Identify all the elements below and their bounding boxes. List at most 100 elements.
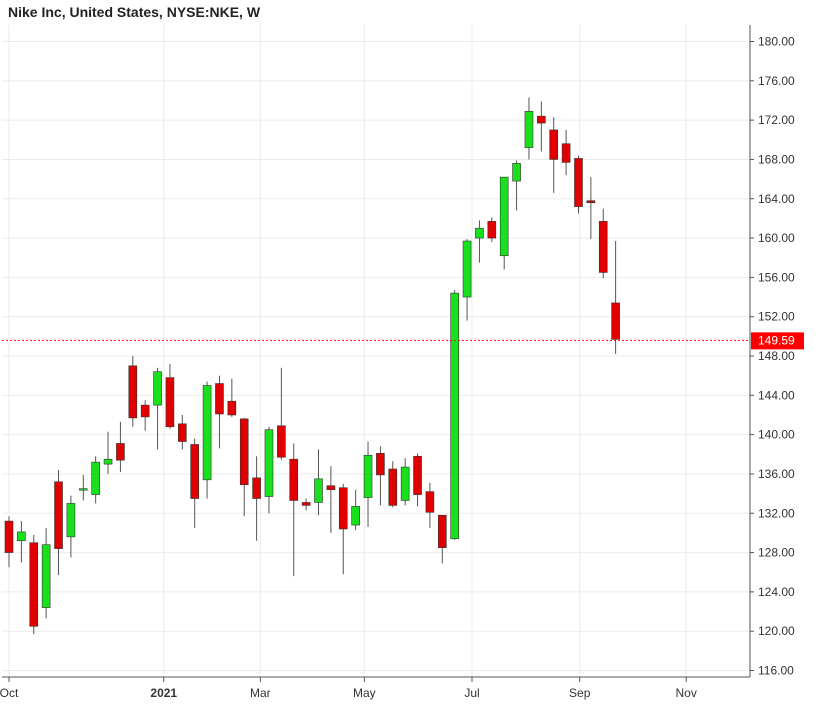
x-tick-label: 2021 <box>150 686 177 700</box>
candle <box>252 456 261 541</box>
candle-body-up <box>91 461 100 495</box>
candle-body-up <box>41 544 51 608</box>
candle <box>227 378 237 417</box>
candle <box>400 458 410 506</box>
candle-body-up <box>351 506 360 526</box>
x-tick-label: May <box>353 686 376 700</box>
candle <box>512 160 521 211</box>
candle-body-up <box>103 458 113 465</box>
candle-body-down <box>611 302 620 340</box>
candle <box>78 474 88 501</box>
candle <box>277 367 286 461</box>
x-tick-label: Sep <box>569 686 591 700</box>
candle-body-up <box>475 227 484 239</box>
candle-body-up <box>153 371 162 406</box>
candle <box>611 241 620 355</box>
candle <box>128 356 138 427</box>
candle <box>289 443 299 577</box>
candle-body-down <box>598 221 608 273</box>
candle-body-down <box>413 455 422 495</box>
candle <box>17 521 26 563</box>
candle <box>376 446 385 506</box>
grid-lines <box>2 25 750 677</box>
y-tick-label: 176.00 <box>758 74 795 88</box>
candle-body-down <box>128 365 138 419</box>
candle-body-down <box>574 158 583 207</box>
y-tick-label: 116.00 <box>758 664 794 678</box>
candle <box>574 155 583 214</box>
y-tick-label: 136.00 <box>758 467 795 481</box>
candle <box>413 453 422 507</box>
candle <box>41 527 51 619</box>
candle <box>301 498 311 511</box>
candle-body-down <box>326 485 336 490</box>
y-axis-labels: 116.00 120.00 124.00 128.00 132.00 136.00 140.… <box>758 35 795 678</box>
candle <box>561 129 571 176</box>
candle-body-up <box>499 176 509 257</box>
axes <box>2 25 754 682</box>
candle <box>363 441 373 528</box>
candle-body-down <box>29 542 39 627</box>
y-tick-label: 168.00 <box>758 152 795 166</box>
candle-body-down <box>301 502 311 506</box>
candle-body-up <box>524 110 534 148</box>
candle-body-down <box>437 514 447 548</box>
x-axis-labels: Oct 2021 Mar May Jul Sep Nov <box>0 686 697 700</box>
y-tick-label: 152.00 <box>758 310 795 324</box>
candle-body-down <box>549 129 559 160</box>
x-tick-label: Nov <box>676 686 697 700</box>
candle <box>598 208 608 279</box>
candle-body-down <box>239 418 249 486</box>
candle <box>487 217 497 242</box>
candle <box>475 220 484 263</box>
candle-body-down <box>537 115 546 124</box>
candle <box>91 456 100 504</box>
y-tick-label: 160.00 <box>758 231 795 245</box>
candle-body-up <box>462 240 472 298</box>
candle <box>54 470 63 576</box>
y-tick-label: 120.00 <box>758 624 795 638</box>
candle <box>425 482 435 528</box>
candle <box>165 363 175 429</box>
candle-body-down <box>4 520 14 553</box>
y-tick-label: 172.00 <box>758 113 795 127</box>
candle-body-down <box>252 477 261 499</box>
candle <box>153 367 162 450</box>
candle <box>450 290 459 540</box>
candle-body-up <box>512 163 521 182</box>
y-tick-label: 156.00 <box>758 270 795 284</box>
candle-body-up <box>450 292 459 540</box>
candle-body-down <box>277 425 286 458</box>
candle-body-down <box>165 377 175 428</box>
x-tick-label: Oct <box>0 686 19 700</box>
candle-body-down <box>54 481 63 549</box>
candle <box>202 381 212 499</box>
y-tick-label: 144.00 <box>758 388 795 402</box>
candle <box>338 483 348 575</box>
candle <box>314 449 323 516</box>
candle <box>29 534 39 635</box>
candle-body-up <box>17 531 26 542</box>
candle-body-up <box>78 488 88 491</box>
candle-body-down <box>190 444 199 499</box>
candle-body-down <box>215 383 224 415</box>
candle-body-down <box>561 143 571 163</box>
candle <box>499 176 509 270</box>
candle-body-down <box>227 400 237 416</box>
x-tick-label: Jul <box>464 686 479 700</box>
candle <box>4 516 14 568</box>
candle <box>215 375 224 449</box>
candle <box>524 97 534 160</box>
candle-body-down <box>376 452 385 476</box>
y-tick-label: 132.00 <box>758 506 795 520</box>
candlestick-series <box>4 97 620 635</box>
candle <box>437 514 447 564</box>
candle <box>239 417 249 517</box>
candle <box>388 461 398 508</box>
y-tick-label: 180.00 <box>758 35 795 49</box>
candle <box>326 466 336 533</box>
candle-body-down <box>487 221 497 239</box>
candle-body-up <box>264 429 274 497</box>
candle-body-down <box>388 468 398 506</box>
